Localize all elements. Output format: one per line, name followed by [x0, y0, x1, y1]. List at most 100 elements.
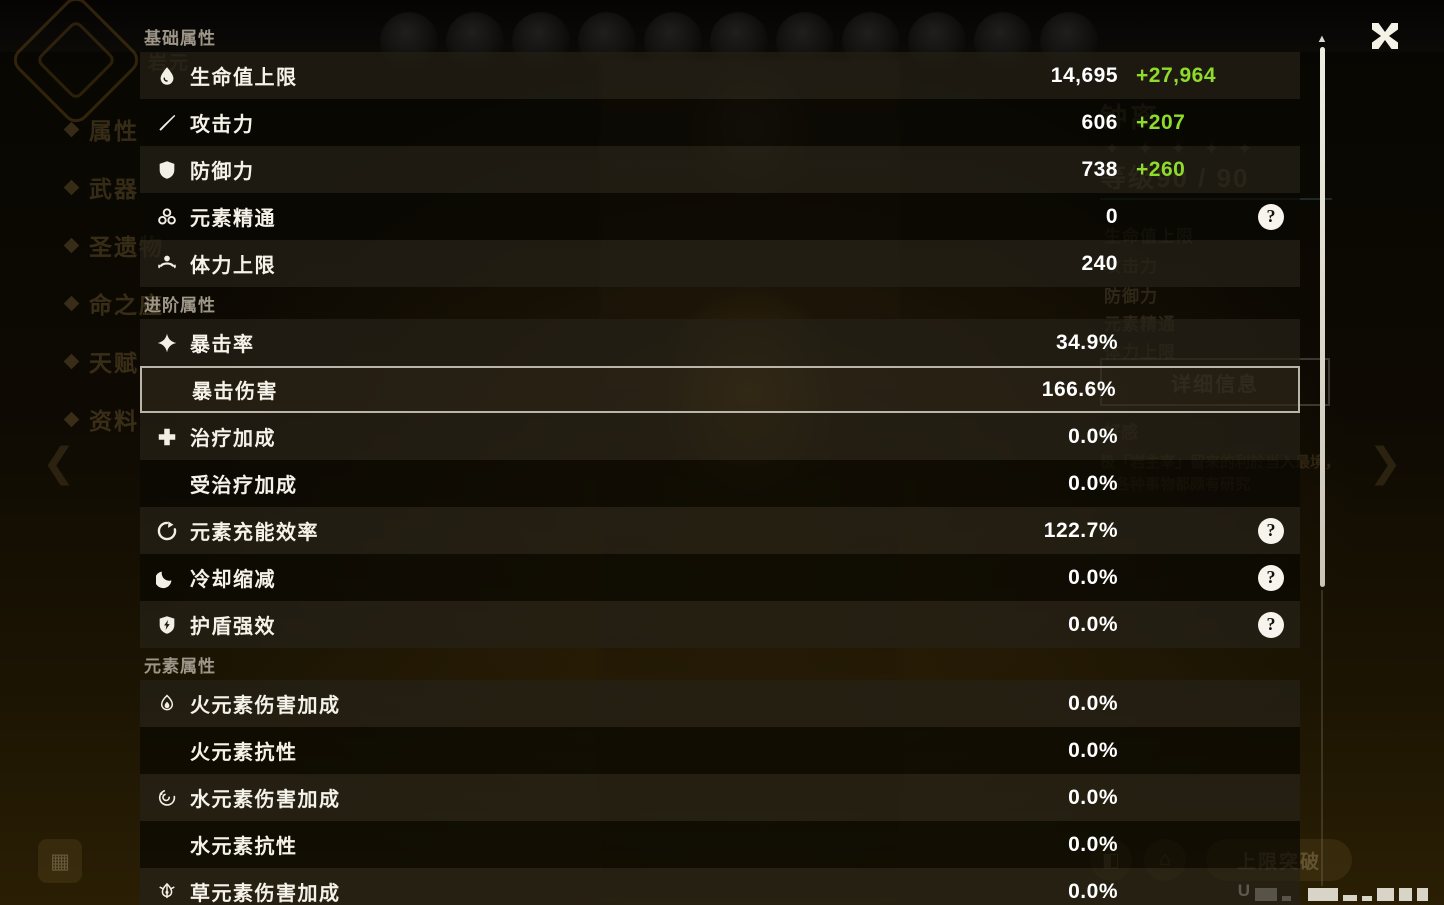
stat-value: 738: [1081, 157, 1118, 181]
attack-sword-icon: [150, 112, 184, 134]
shield-strength-icon: [150, 614, 184, 636]
redacted-block: [1377, 888, 1394, 901]
diamond-bullet-icon: [63, 179, 80, 195]
section-title: 元素属性: [144, 656, 216, 676]
stat-value: 0.0%: [1068, 424, 1118, 448]
nav-item-label: 天赋: [89, 350, 139, 376]
defense-shield-icon: [150, 159, 184, 181]
scroll-up-arrow-icon[interactable]: ▲: [1316, 33, 1328, 45]
help-question-icon[interactable]: ?: [1258, 203, 1284, 230]
redacted-block: [1308, 888, 1338, 901]
mini-stat-label: 防御力: [1104, 287, 1158, 306]
nav-item-attributes[interactable]: 属性: [63, 100, 246, 158]
grid-icon[interactable]: ▦: [38, 839, 82, 883]
stat-value: 0.0%: [1068, 471, 1118, 495]
stat-label: 草元素伤害加成: [190, 883, 341, 905]
stat-row[interactable]: 护盾强效 0.0%?: [140, 601, 1300, 648]
stat-row[interactable]: 元素充能效率 122.7%?: [140, 507, 1300, 554]
stat-value: 34.9%: [1055, 330, 1118, 354]
diamond-bullet-icon: [63, 237, 80, 253]
prev-character-arrow-icon[interactable]: ❮: [42, 441, 76, 485]
diamond-bullet-icon: [63, 121, 80, 137]
stat-label: 防御力: [190, 161, 255, 183]
redacted-block: [1399, 888, 1412, 901]
stat-value: 606: [1081, 110, 1118, 134]
stat-label: 生命值上限: [190, 67, 298, 89]
stat-value: 0: [1105, 204, 1118, 228]
stat-label: 火元素伤害加成: [190, 695, 341, 717]
nav-item-label: 属性: [89, 118, 139, 144]
next-character-arrow-icon[interactable]: ❯: [1368, 441, 1402, 485]
stat-value: 166.6%: [1041, 377, 1116, 401]
cooldown-moon-icon: [150, 567, 184, 589]
nav-item-weapon[interactable]: 武器: [63, 158, 246, 216]
stat-bonus-value: +260: [1136, 157, 1186, 181]
stat-bonus-value: +207: [1136, 110, 1186, 134]
stat-label: 元素精通: [190, 208, 276, 230]
nav-item-label: 命之座: [89, 292, 164, 318]
nav-item-label: 武器: [89, 176, 139, 202]
stat-label: 护盾强效: [190, 616, 276, 638]
scrollbar-thumb[interactable]: [1320, 47, 1325, 587]
crit-star-icon: [150, 332, 184, 354]
stat-value: 240: [1081, 251, 1118, 275]
diamond-bullet-icon: [63, 411, 80, 427]
redacted-block: [1343, 895, 1357, 901]
stat-value: 122.7%: [1043, 518, 1118, 542]
hydro-icon: [150, 787, 184, 809]
stat-value: 0.0%: [1068, 565, 1118, 589]
scrollbar-track[interactable]: [1321, 590, 1323, 886]
help-question-icon[interactable]: ?: [1258, 611, 1284, 638]
redacted-block: [1362, 896, 1372, 901]
stat-label: 攻击力: [190, 114, 255, 136]
stat-value: 0.0%: [1068, 879, 1118, 903]
help-question-icon[interactable]: ?: [1258, 564, 1284, 591]
nav-item-constellation[interactable]: 命之座: [63, 274, 246, 332]
stat-label: 火元素抗性: [190, 742, 298, 764]
stat-label: 暴击伤害: [192, 381, 278, 403]
nav-item-talents[interactable]: 天赋: [63, 332, 246, 390]
dendro-icon: [150, 881, 184, 903]
close-x-icon: [1372, 23, 1398, 49]
nav-item-label: 资料: [89, 408, 139, 434]
stat-row[interactable]: 冷却缩减 0.0%?: [140, 554, 1300, 601]
section-title: 进阶属性: [144, 295, 216, 315]
redacted-block: [1417, 888, 1428, 901]
stat-value: 0.0%: [1068, 738, 1118, 762]
elemental-mastery-icon: [150, 206, 184, 228]
stats-scrollbar[interactable]: ▲: [1316, 33, 1328, 886]
stat-value: 14,695: [1050, 63, 1118, 87]
nav-item-profile[interactable]: 资料: [63, 390, 246, 448]
stat-bonus-value: +27,964: [1136, 63, 1216, 87]
diamond-bullet-icon: [63, 353, 80, 369]
energy-recharge-icon: [150, 520, 184, 542]
stat-label: 元素充能效率: [190, 522, 319, 544]
stamina-icon: [150, 253, 184, 275]
diamond-bullet-icon: [63, 295, 80, 311]
healing-cross-icon: [150, 426, 184, 448]
help-question-icon[interactable]: ?: [1258, 517, 1284, 544]
stat-value: 0.0%: [1068, 612, 1118, 636]
stat-value: 0.0%: [1068, 691, 1118, 715]
close-button[interactable]: [1363, 17, 1407, 61]
stat-label: 暴击率: [190, 334, 255, 356]
stat-row[interactable]: 元素精通 0?: [140, 193, 1300, 240]
stat-label: 水元素抗性: [190, 836, 298, 858]
pyro-icon: [150, 693, 184, 715]
stat-label: 体力上限: [190, 255, 276, 277]
stat-label: 治疗加成: [190, 428, 276, 450]
